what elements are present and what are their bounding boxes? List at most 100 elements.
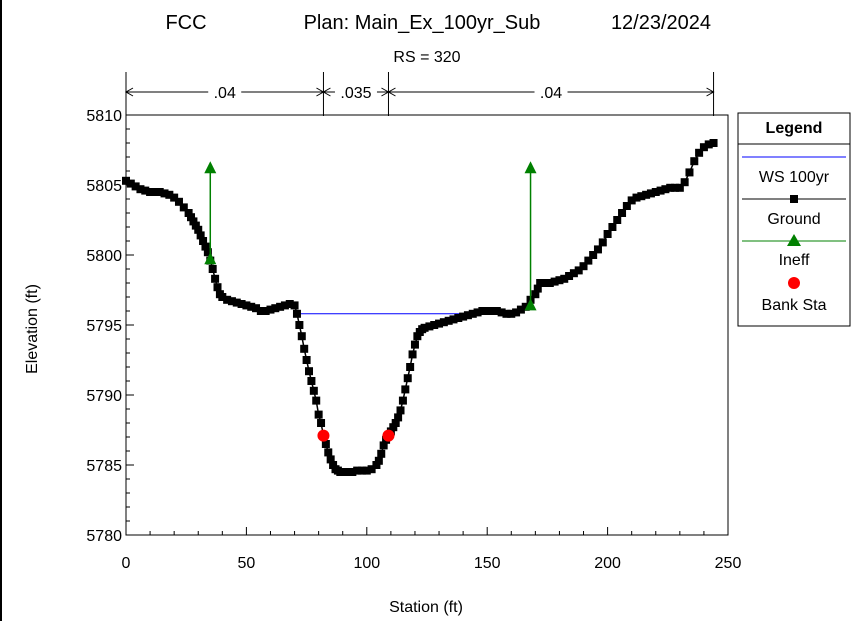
ground-point	[398, 396, 407, 405]
x-tick-label: 150	[474, 555, 501, 572]
ground-point	[300, 344, 309, 353]
ground-point	[203, 248, 212, 257]
ground-point	[295, 321, 304, 329]
ground-point	[165, 190, 174, 199]
x-tick-label: 200	[594, 555, 621, 572]
roughness-annotations: .04 .035 .04	[124, 72, 715, 116]
ground-point	[292, 309, 301, 318]
ground-point	[468, 309, 477, 318]
ground-point	[329, 461, 338, 469]
ground-point	[122, 176, 130, 185]
ground-point	[533, 284, 542, 293]
ground-point	[473, 308, 482, 317]
ground-point	[170, 193, 179, 202]
ground-point	[593, 245, 602, 254]
legend-bank-marker	[788, 277, 800, 289]
ground-point	[497, 308, 506, 317]
ground-point	[297, 332, 306, 341]
ground-point	[353, 466, 362, 475]
ground-point	[141, 186, 150, 195]
ground-point	[589, 251, 598, 259]
ground-point	[218, 293, 227, 301]
ground-point	[690, 157, 699, 166]
ground-point	[362, 466, 371, 475]
ground-point	[160, 189, 169, 198]
bank-sta-point	[382, 429, 395, 442]
ground-point	[598, 238, 607, 247]
ground-point	[179, 203, 188, 212]
y-tick-label: 5805	[86, 178, 122, 195]
ground-point	[184, 209, 193, 217]
ground-point	[247, 302, 256, 311]
ground-point	[146, 188, 155, 196]
ground-point	[651, 188, 660, 196]
ground-point	[280, 301, 289, 310]
ground-point	[261, 307, 270, 315]
ground-point	[483, 307, 492, 315]
x-tick-label: 50	[238, 555, 256, 572]
ground-point	[324, 448, 333, 457]
ground-point	[704, 140, 713, 149]
ground-point	[406, 363, 415, 371]
ground-point	[507, 309, 516, 318]
ground-point	[208, 265, 217, 273]
ground-point	[656, 186, 665, 195]
ineff-bottom-marker	[524, 298, 537, 311]
ground-point	[348, 468, 357, 476]
chart-subtitle: RS = 320	[393, 49, 460, 66]
ground-point	[608, 223, 617, 231]
ground-point	[420, 323, 429, 332]
ground-point	[444, 316, 453, 325]
ground-point	[478, 307, 487, 315]
ground-point	[389, 423, 398, 432]
chart-title-plan: Plan: Main_Ex_100yr_Sub	[304, 12, 541, 34]
ineff-top-marker	[204, 161, 217, 174]
ground-point	[603, 230, 612, 238]
ground-point	[227, 297, 236, 306]
legend-ground-marker	[790, 195, 798, 203]
roughness-label: .035	[340, 85, 371, 102]
ground-point	[661, 185, 670, 194]
y-tick-label: 5790	[86, 388, 122, 405]
ground-point	[435, 319, 444, 328]
ground-point	[394, 413, 403, 422]
series-layer	[122, 139, 718, 476]
ground-point	[536, 279, 545, 287]
ground-point	[413, 332, 422, 341]
ground-point	[196, 231, 205, 240]
ground-point	[290, 301, 299, 310]
ground-point	[675, 183, 684, 192]
ground-point	[343, 468, 352, 476]
ground-point	[459, 312, 468, 321]
ground-point	[194, 225, 203, 234]
ground-point	[579, 262, 588, 271]
legend-ws-label: WS 100yr	[759, 169, 830, 186]
ground-point	[317, 419, 326, 427]
roughness-label: .04	[214, 85, 236, 102]
ground-point	[396, 406, 405, 415]
legend-ground-label: Ground	[767, 211, 820, 228]
ground-point	[242, 301, 251, 310]
ground-point	[613, 216, 622, 224]
legend: Legend WS 100yr Ground Ineff Bank Sta	[737, 112, 851, 327]
ground-point	[155, 188, 164, 196]
roughness-arrowhead	[322, 87, 331, 97]
y-tick-label: 5795	[86, 318, 122, 335]
ground-point	[136, 185, 145, 194]
roughness-arrowhead	[124, 87, 134, 97]
ground-point	[695, 148, 704, 157]
ground-point	[671, 183, 680, 192]
ground-point	[191, 221, 200, 230]
ground-point	[276, 302, 285, 311]
ground-point	[232, 298, 241, 307]
ground-point	[410, 340, 419, 349]
ground-point	[637, 192, 646, 201]
ground-point	[266, 305, 275, 314]
ground-point	[401, 385, 410, 394]
ground-point	[408, 350, 417, 359]
ground-point	[189, 217, 198, 226]
ground-point	[150, 188, 159, 196]
x-axis-label: Station (ft)	[389, 599, 463, 616]
ground-point	[357, 466, 366, 475]
ineff-top-marker	[524, 161, 537, 174]
